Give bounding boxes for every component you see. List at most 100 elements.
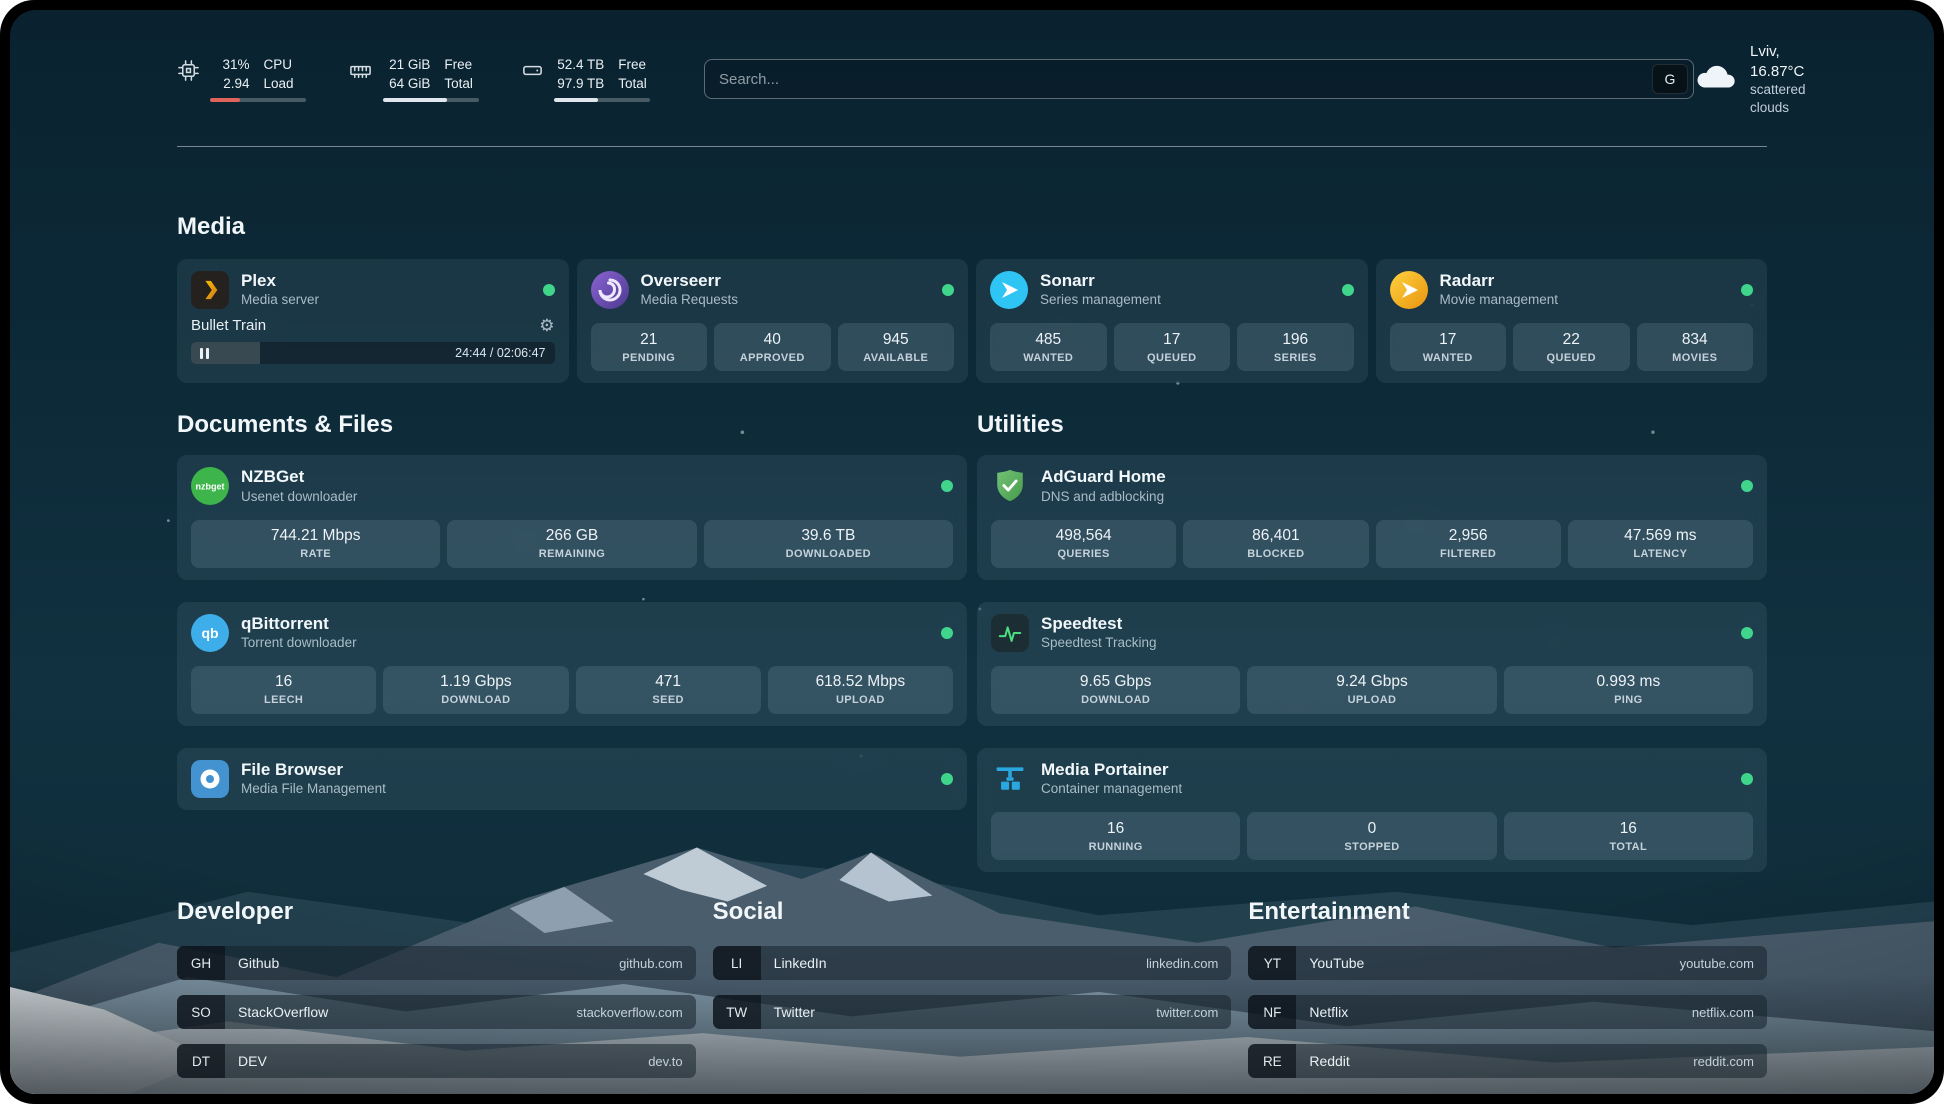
filebrowser-icon: [191, 760, 229, 799]
section-title-developer: Developer: [177, 898, 294, 926]
bookmark-reddit[interactable]: RE Reddit reddit.com: [1248, 1044, 1767, 1079]
bookmark-netflix[interactable]: NF Netflix netflix.com: [1248, 995, 1767, 1030]
bookmark-abbr: DT: [177, 1044, 225, 1079]
bookmark-domain: reddit.com: [1693, 1053, 1754, 1069]
memory-progress-bar: [383, 98, 479, 103]
stat-tile: 744.21 Mbps RATE: [191, 519, 441, 568]
service-card-sonarr[interactable]: Sonarr Series management 485 WANTED 17 Q…: [976, 259, 1368, 384]
entertainment-bookmarks: YT YouTube youtube.com NF Netflix netfli…: [1248, 946, 1767, 1079]
stat-tile: 945 AVAILABLE: [837, 323, 954, 372]
overseerr-icon: [590, 271, 629, 310]
bookmark-linkedin[interactable]: LI LinkedIn linkedin.com: [712, 946, 1232, 981]
memory-icon: [348, 59, 373, 87]
service-title: qBittorrent: [241, 613, 329, 633]
cpu-load-label: Load: [263, 75, 294, 91]
bookmark-abbr: YT: [1248, 946, 1297, 981]
bookmark-name: Netflix: [1309, 1004, 1349, 1021]
stat-tile: 0.993 ms PING: [1503, 665, 1753, 714]
service-card-radarr[interactable]: Radarr Movie management 17 WANTED 22 QUE…: [1375, 259, 1767, 384]
section-title-utilities: Utilities: [977, 411, 1064, 439]
bookmark-twitter[interactable]: TW Twitter twitter.com: [712, 995, 1232, 1030]
portainer-icon: [991, 760, 1029, 798]
memory-total-value: 64 GiB: [389, 75, 431, 91]
search-bar[interactable]: G: [704, 59, 1694, 100]
bookmark-github[interactable]: GH Github github.com: [177, 946, 696, 981]
service-card-nzbget[interactable]: nzbget NZBGet Usenet downloader 74: [177, 455, 967, 580]
bookmark-domain: netflix.com: [1691, 1004, 1754, 1020]
speedtest-icon: [991, 613, 1029, 652]
service-card-filebrowser[interactable]: File Browser Media File Management: [177, 747, 967, 811]
bookmark-abbr: SO: [177, 995, 225, 1030]
disk-icon: [521, 59, 544, 87]
service-card-overseerr[interactable]: Overseerr Media Requests 21 PENDING 40 A…: [576, 259, 968, 384]
stat-tile: 618.52 Mbps UPLOAD: [767, 665, 953, 714]
stat-tile: 86,401 BLOCKED: [1183, 519, 1369, 568]
service-card-portainer[interactable]: Media Portainer Container management 16 …: [977, 747, 1767, 873]
bookmark-abbr: NF: [1248, 995, 1297, 1030]
bookmark-dev[interactable]: DT DEV dev.to: [177, 1044, 696, 1079]
stat-tile: 22 QUEUED: [1513, 323, 1630, 372]
memory-readout: 21 GiB Free 64 GiB Total: [383, 56, 479, 103]
social-bookmarks: LI LinkedIn linkedin.com TW Twitter twit…: [712, 946, 1232, 1030]
plex-icon: [191, 271, 229, 310]
bookmark-name: YouTube: [1309, 955, 1365, 972]
search-input[interactable]: [719, 70, 1652, 88]
stat-tile: 9.65 Gbps DOWNLOAD: [991, 665, 1241, 714]
service-title: File Browser: [241, 759, 344, 779]
status-dot: [1741, 480, 1753, 493]
cpu-progress-bar: [210, 98, 306, 103]
status-dot: [1741, 626, 1753, 639]
status-dot: [941, 773, 953, 786]
service-subtitle: Media File Management: [241, 781, 386, 797]
radarr-icon: [1389, 271, 1428, 310]
stat-tile: 498,564 QUERIES: [991, 519, 1177, 568]
status-dot: [941, 626, 953, 639]
cpu-usage-label: CPU: [263, 57, 292, 72]
stat-tile: 39.6 TB DOWNLOADED: [703, 519, 953, 568]
status-dot: [1741, 284, 1753, 297]
service-card-adguard[interactable]: AdGuard Home DNS and adblocking 498,564 …: [977, 455, 1767, 580]
pause-icon[interactable]: [200, 347, 209, 359]
bookmark-youtube[interactable]: YT YouTube youtube.com: [1248, 946, 1767, 981]
service-title: NZBGet: [241, 467, 305, 487]
stat-tile: 485 WANTED: [990, 323, 1107, 372]
gear-icon[interactable]: ⚙: [539, 316, 555, 336]
search-provider-button[interactable]: G: [1652, 64, 1688, 95]
media-card-grid: Plex Media server Bullet Train ⚙ 24:44 /…: [177, 259, 1767, 384]
bookmark-stackoverflow[interactable]: SO StackOverflow stackoverflow.com: [177, 995, 696, 1030]
status-dot: [1741, 773, 1753, 786]
section-title-documents: Documents & Files: [177, 411, 394, 439]
stat-tile: 196 SERIES: [1237, 323, 1354, 372]
service-title: Radarr: [1439, 271, 1495, 291]
status-dot: [1341, 284, 1354, 297]
service-title: Plex: [241, 271, 276, 291]
bookmark-name: StackOverflow: [238, 1004, 329, 1021]
bookmark-abbr: TW: [712, 995, 761, 1030]
memory-widget: 21 GiB Free 64 GiB Total: [348, 56, 479, 103]
service-card-speedtest[interactable]: Speedtest Speedtest Tracking 9.65 Gbps D…: [977, 601, 1767, 726]
stat-tile: 16 TOTAL: [1503, 812, 1753, 861]
documents-card-stack: nzbget NZBGet Usenet downloader 74: [177, 455, 967, 811]
section-title-media: Media: [177, 213, 246, 241]
service-subtitle: Usenet downloader: [241, 488, 358, 504]
cpu-usage-value: 31%: [222, 57, 250, 72]
bookmark-abbr: RE: [1248, 1044, 1297, 1079]
disk-total-value: 97.9 TB: [557, 75, 605, 91]
status-dot: [942, 284, 954, 297]
playback-progress-bar[interactable]: 24:44 / 02:06:47: [191, 342, 555, 365]
qbittorrent-icon: qb: [191, 613, 229, 652]
bookmark-domain: stackoverflow.com: [576, 1004, 683, 1020]
stat-tile: 471 SEED: [575, 665, 761, 714]
status-dot: [941, 480, 953, 493]
bookmark-abbr: LI: [712, 946, 761, 981]
cpu-readout: 31% CPU 2.94 Load: [210, 56, 306, 103]
service-card-qbittorrent[interactable]: qb qBittorrent Torrent downloader: [177, 601, 967, 726]
status-dot: [542, 284, 555, 297]
nzbget-icon: nzbget: [191, 467, 229, 506]
bookmark-name: Reddit: [1309, 1053, 1350, 1070]
service-card-plex[interactable]: Plex Media server Bullet Train ⚙ 24:44 /…: [177, 259, 569, 384]
service-subtitle: Series management: [1040, 292, 1161, 308]
weather-condition: scattered clouds: [1750, 82, 1806, 115]
section-title-entertainment: Entertainment: [1248, 898, 1410, 926]
